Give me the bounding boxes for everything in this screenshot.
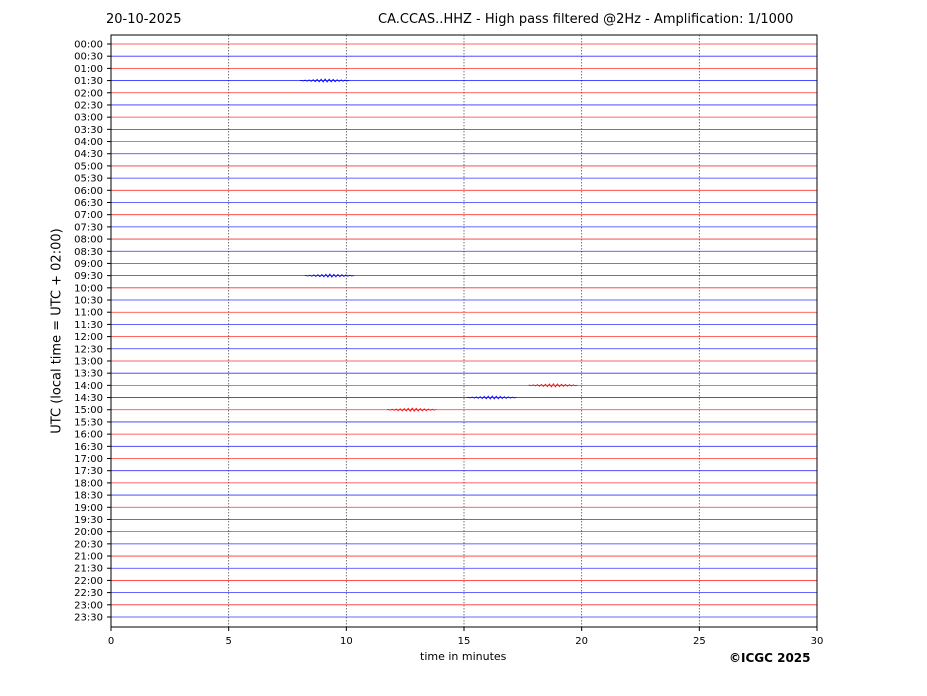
y-tick-label: 23:00 <box>74 600 103 611</box>
y-tick-label: 02:30 <box>74 100 103 111</box>
y-tick-label: 15:00 <box>74 405 103 416</box>
plot-frame <box>110 34 818 628</box>
y-tick-label: 11:30 <box>74 320 103 331</box>
y-tick-label: 16:00 <box>74 430 103 441</box>
y-tick-label: 08:30 <box>74 247 103 258</box>
y-tick-label: 22:30 <box>74 588 103 599</box>
copyright: ©ICGC 2025 <box>729 651 811 665</box>
y-tick-label: 13:00 <box>74 356 103 367</box>
y-tick-label: 15:30 <box>74 417 103 428</box>
y-tick-label: 10:00 <box>74 283 103 294</box>
y-tick-label: 03:00 <box>74 113 103 124</box>
y-tick-label: 12:30 <box>74 344 103 355</box>
x-tick-label: 0 <box>108 636 114 647</box>
x-tick-label: 20 <box>575 636 588 647</box>
x-axis-label: time in minutes <box>420 650 507 663</box>
y-tick-label: 22:00 <box>74 576 103 587</box>
y-tick-label: 18:30 <box>74 491 103 502</box>
event-signal <box>304 273 354 278</box>
y-tick-label: 06:00 <box>74 186 103 197</box>
y-tick-label: 17:00 <box>74 454 103 465</box>
event-signal <box>528 383 578 388</box>
y-tick-label: 21:30 <box>74 564 103 575</box>
y-tick-label: 03:30 <box>74 125 103 136</box>
y-tick-label: 00:30 <box>74 52 103 63</box>
y-tick-label: 21:00 <box>74 552 103 563</box>
date-label: 20-10-2025 <box>106 12 182 27</box>
event-signal <box>467 395 517 400</box>
y-tick-label: 07:00 <box>74 210 103 221</box>
y-tick-label: 13:30 <box>74 369 103 380</box>
y-tick-label: 09:00 <box>74 259 103 270</box>
y-tick-label: 04:30 <box>74 149 103 160</box>
x-tick-label: 15 <box>458 636 471 647</box>
y-tick-label: 18:00 <box>74 478 103 489</box>
y-tick-label: 08:00 <box>74 235 103 246</box>
x-tick-label: 5 <box>225 636 231 647</box>
x-tick-label: 10 <box>340 636 353 647</box>
y-tick-label: 20:00 <box>74 527 103 538</box>
x-tick-label: 25 <box>693 636 706 647</box>
chart-title: CA.CCAS..HHZ - High pass filtered @2Hz -… <box>378 12 794 27</box>
y-tick-label: 09:30 <box>74 271 103 282</box>
y-tick-label: 04:00 <box>74 137 103 148</box>
event-signal <box>387 407 437 412</box>
y-tick-label: 14:00 <box>74 381 103 392</box>
y-tick-label: 07:30 <box>74 222 103 233</box>
y-tick-label: 01:30 <box>74 76 103 87</box>
y-tick-label: 01:00 <box>74 64 103 75</box>
x-tick-label: 30 <box>811 636 824 647</box>
y-tick-label: 17:30 <box>74 466 103 477</box>
event-signal <box>300 78 350 83</box>
y-tick-label: 02:00 <box>74 88 103 99</box>
y-tick-label: 05:30 <box>74 174 103 185</box>
y-tick-label: 00:00 <box>74 40 103 51</box>
y-tick-label: 23:30 <box>74 613 103 624</box>
y-tick-label: 16:30 <box>74 442 103 453</box>
y-tick-label: 11:00 <box>74 308 103 319</box>
y-tick-label: 14:30 <box>74 393 103 404</box>
y-tick-label: 12:00 <box>74 332 103 343</box>
y-tick-label: 10:30 <box>74 296 103 307</box>
y-tick-label: 06:30 <box>74 198 103 209</box>
y-tick-label: 05:00 <box>74 161 103 172</box>
y-tick-label: 20:30 <box>74 539 103 550</box>
y-tick-label: 19:30 <box>74 515 103 526</box>
y-tick-label: 19:00 <box>74 503 103 514</box>
